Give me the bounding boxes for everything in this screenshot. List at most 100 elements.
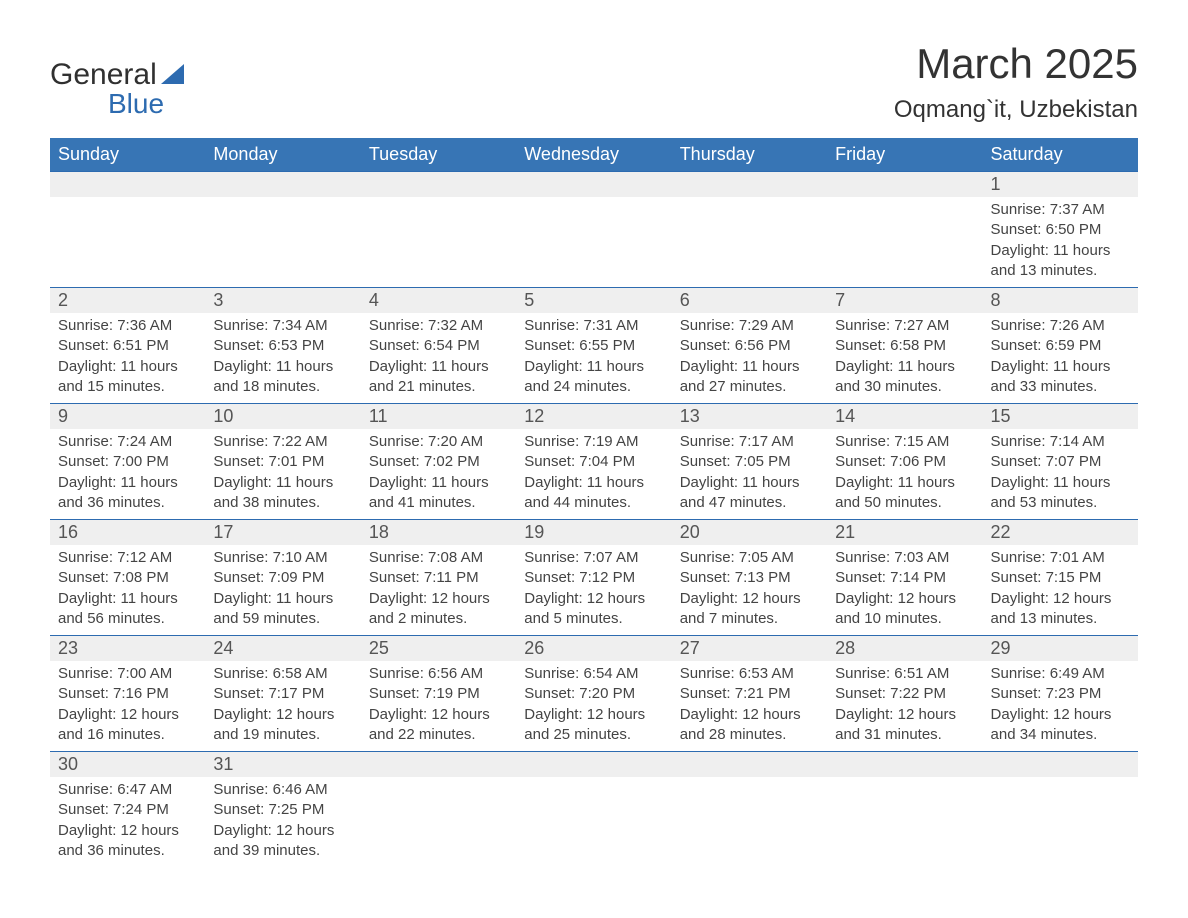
- day-number-cell: 9: [50, 404, 205, 430]
- daylight-text: and 24 minutes.: [524, 377, 663, 397]
- daylight-text: and 50 minutes.: [835, 493, 974, 513]
- daylight-text: Daylight: 12 hours: [835, 589, 974, 609]
- sunrise-text: Sunrise: 7:03 AM: [835, 548, 974, 568]
- weekday-header: Friday: [827, 138, 982, 172]
- daylight-text: Daylight: 12 hours: [680, 589, 819, 609]
- day-detail-cell: Sunrise: 7:15 AMSunset: 7:06 PMDaylight:…: [827, 429, 982, 520]
- sunset-text: Sunset: 6:55 PM: [524, 336, 663, 356]
- day-number: 2: [58, 290, 68, 310]
- day-detail-cell: Sunrise: 6:56 AMSunset: 7:19 PMDaylight:…: [361, 661, 516, 752]
- header: General Blue March 2025 Oqmang`it, Uzbek…: [50, 40, 1138, 124]
- weekday-header: Monday: [205, 138, 360, 172]
- day-number-cell: [361, 172, 516, 198]
- day-detail-cell: Sunrise: 7:22 AMSunset: 7:01 PMDaylight:…: [205, 429, 360, 520]
- daylight-text: Daylight: 11 hours: [524, 473, 663, 493]
- day-detail-cell: [672, 197, 827, 288]
- daylight-text: and 31 minutes.: [835, 725, 974, 745]
- day-number-cell: 12: [516, 404, 671, 430]
- weekday-header: Sunday: [50, 138, 205, 172]
- daylight-text: Daylight: 11 hours: [369, 357, 508, 377]
- daylight-text: Daylight: 12 hours: [58, 821, 197, 841]
- day-number-cell: 1: [983, 172, 1138, 198]
- day-number-cell: 27: [672, 636, 827, 662]
- day-number: 22: [991, 522, 1011, 542]
- day-number-cell: 4: [361, 288, 516, 314]
- daylight-text: Daylight: 12 hours: [680, 705, 819, 725]
- day-detail-cell: Sunrise: 7:24 AMSunset: 7:00 PMDaylight:…: [50, 429, 205, 520]
- sunrise-text: Sunrise: 7:31 AM: [524, 316, 663, 336]
- day-detail-cell: [672, 777, 827, 867]
- day-number-cell: 2: [50, 288, 205, 314]
- sunset-text: Sunset: 7:08 PM: [58, 568, 197, 588]
- day-number-cell: 18: [361, 520, 516, 546]
- daylight-text: Daylight: 11 hours: [58, 357, 197, 377]
- day-detail-cell: Sunrise: 7:01 AMSunset: 7:15 PMDaylight:…: [983, 545, 1138, 636]
- day-number: 25: [369, 638, 389, 658]
- sunrise-text: Sunrise: 6:53 AM: [680, 664, 819, 684]
- daylight-text: Daylight: 12 hours: [991, 589, 1130, 609]
- sunrise-text: Sunrise: 6:47 AM: [58, 780, 197, 800]
- day-number: 16: [58, 522, 78, 542]
- daylight-text: and 56 minutes.: [58, 609, 197, 629]
- sunrise-text: Sunrise: 7:08 AM: [369, 548, 508, 568]
- day-number: 3: [213, 290, 223, 310]
- daylight-text: Daylight: 11 hours: [835, 473, 974, 493]
- day-number-row: 1: [50, 172, 1138, 198]
- day-number-cell: 3: [205, 288, 360, 314]
- daylight-text: and 34 minutes.: [991, 725, 1130, 745]
- sunrise-text: Sunrise: 6:51 AM: [835, 664, 974, 684]
- daylight-text: Daylight: 11 hours: [991, 473, 1130, 493]
- day-detail-cell: Sunrise: 7:36 AMSunset: 6:51 PMDaylight:…: [50, 313, 205, 404]
- daylight-text: and 36 minutes.: [58, 493, 197, 513]
- day-detail-cell: Sunrise: 7:26 AMSunset: 6:59 PMDaylight:…: [983, 313, 1138, 404]
- sunset-text: Sunset: 7:20 PM: [524, 684, 663, 704]
- day-number-cell: 13: [672, 404, 827, 430]
- sunrise-text: Sunrise: 6:56 AM: [369, 664, 508, 684]
- weekday-header: Thursday: [672, 138, 827, 172]
- title-block: March 2025 Oqmang`it, Uzbekistan: [894, 40, 1138, 124]
- day-detail-cell: Sunrise: 7:27 AMSunset: 6:58 PMDaylight:…: [827, 313, 982, 404]
- daylight-text: and 41 minutes.: [369, 493, 508, 513]
- daylight-text: and 25 minutes.: [524, 725, 663, 745]
- sunset-text: Sunset: 7:01 PM: [213, 452, 352, 472]
- day-detail-cell: [983, 777, 1138, 867]
- day-number-row: 3031: [50, 752, 1138, 778]
- day-detail-cell: [516, 777, 671, 867]
- sunset-text: Sunset: 7:22 PM: [835, 684, 974, 704]
- daylight-text: and 16 minutes.: [58, 725, 197, 745]
- day-number: 31: [213, 754, 233, 774]
- sunset-text: Sunset: 7:16 PM: [58, 684, 197, 704]
- daylight-text: and 22 minutes.: [369, 725, 508, 745]
- day-number: 29: [991, 638, 1011, 658]
- daylight-text: and 13 minutes.: [991, 261, 1130, 281]
- day-number-cell: [672, 172, 827, 198]
- sunrise-text: Sunrise: 7:32 AM: [369, 316, 508, 336]
- day-number-cell: 5: [516, 288, 671, 314]
- month-title: March 2025: [894, 40, 1138, 88]
- daylight-text: Daylight: 12 hours: [991, 705, 1130, 725]
- day-number: 20: [680, 522, 700, 542]
- day-number-cell: 10: [205, 404, 360, 430]
- weekday-header: Saturday: [983, 138, 1138, 172]
- daylight-text: Daylight: 11 hours: [369, 473, 508, 493]
- calendar-table: Sunday Monday Tuesday Wednesday Thursday…: [50, 138, 1138, 867]
- day-detail-row: Sunrise: 6:47 AMSunset: 7:24 PMDaylight:…: [50, 777, 1138, 867]
- sunset-text: Sunset: 7:04 PM: [524, 452, 663, 472]
- day-number-cell: 8: [983, 288, 1138, 314]
- day-number: 17: [213, 522, 233, 542]
- day-detail-cell: Sunrise: 7:10 AMSunset: 7:09 PMDaylight:…: [205, 545, 360, 636]
- sunrise-text: Sunrise: 7:22 AM: [213, 432, 352, 452]
- day-detail-cell: Sunrise: 6:49 AMSunset: 7:23 PMDaylight:…: [983, 661, 1138, 752]
- day-number: 8: [991, 290, 1001, 310]
- daylight-text: and 47 minutes.: [680, 493, 819, 513]
- weekday-header: Tuesday: [361, 138, 516, 172]
- sunset-text: Sunset: 6:59 PM: [991, 336, 1130, 356]
- daylight-text: Daylight: 11 hours: [213, 357, 352, 377]
- sunset-text: Sunset: 6:50 PM: [991, 220, 1130, 240]
- day-detail-cell: [205, 197, 360, 288]
- day-detail-cell: [50, 197, 205, 288]
- daylight-text: and 10 minutes.: [835, 609, 974, 629]
- day-number: 6: [680, 290, 690, 310]
- weekday-header: Wednesday: [516, 138, 671, 172]
- logo-word2: Blue: [108, 90, 191, 118]
